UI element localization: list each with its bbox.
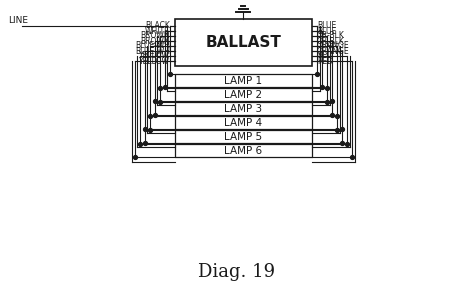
Text: BLUE: BLUE [317, 22, 336, 30]
Text: LAMP 6: LAMP 6 [224, 145, 263, 156]
Text: BLACK: BLACK [145, 22, 170, 30]
Bar [175, 74, 312, 87]
Text: ORANGE: ORANGE [317, 47, 350, 55]
Text: OR-BLK: OR-BLK [317, 37, 345, 45]
Text: LAMP 1: LAMP 1 [224, 76, 263, 85]
Text: BLUE-WH: BLUE-WH [135, 41, 170, 51]
Text: BALLAST: BALLAST [206, 35, 282, 50]
Text: BROWN: BROWN [140, 37, 170, 45]
Text: LINE: LINE [8, 16, 28, 25]
Text: LAMP 4: LAMP 4 [224, 118, 263, 128]
Bar [175, 144, 312, 157]
Bar [175, 19, 312, 66]
Text: OR-BLK: OR-BLK [317, 32, 345, 41]
Text: BLUE: BLUE [317, 26, 336, 36]
Bar [175, 88, 312, 101]
Text: BROWN: BROWN [140, 32, 170, 41]
Text: LAMP 2: LAMP 2 [224, 89, 263, 99]
Text: YELLOW: YELLOW [139, 57, 170, 66]
Text: LAMP 3: LAMP 3 [224, 103, 263, 114]
Bar [175, 102, 312, 115]
Text: LAMP 5: LAMP 5 [224, 131, 263, 141]
Text: RED: RED [317, 57, 333, 66]
Bar [175, 130, 312, 143]
Text: ORANGE: ORANGE [317, 41, 350, 51]
Text: WHITE: WHITE [145, 26, 170, 36]
Text: BLUE-WH: BLUE-WH [135, 47, 170, 55]
Text: Diag. 19: Diag. 19 [199, 263, 275, 281]
Bar [175, 116, 312, 129]
Text: RED: RED [317, 51, 333, 60]
Text: YELLOW: YELLOW [139, 51, 170, 60]
